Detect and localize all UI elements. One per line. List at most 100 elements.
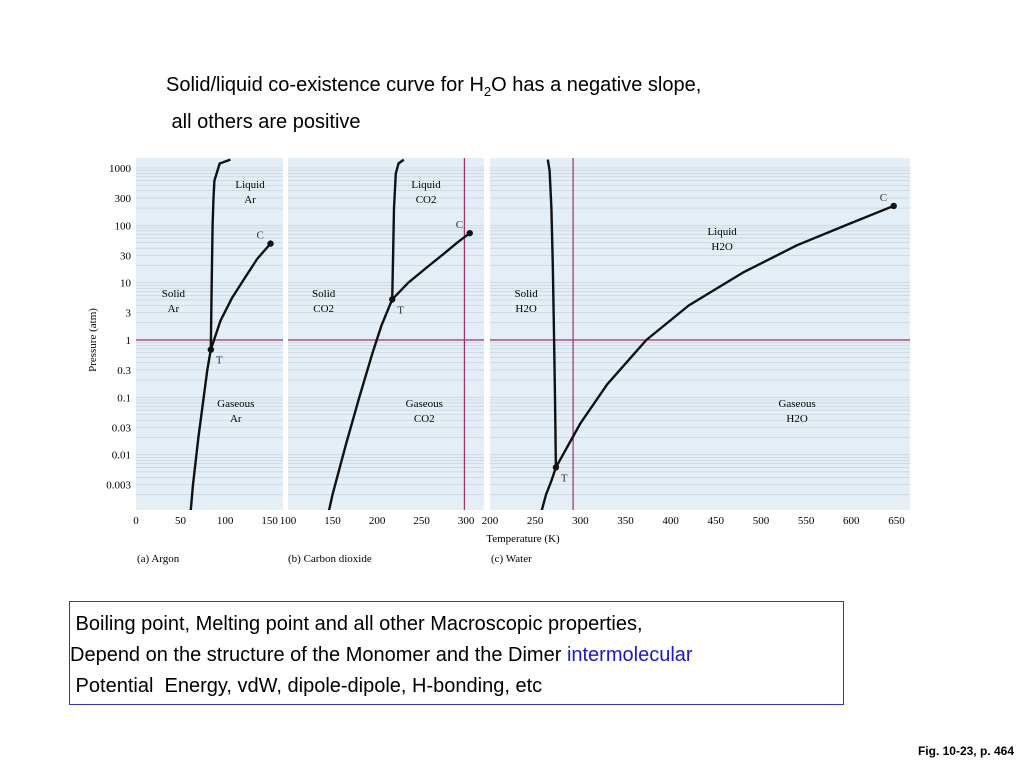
region-label-species: Ar bbox=[168, 303, 180, 315]
panel-grid bbox=[288, 167, 484, 495]
region-label-species: CO2 bbox=[414, 413, 435, 425]
x-tick-label: 100 bbox=[280, 515, 297, 527]
triple-point-label: T bbox=[216, 355, 223, 367]
x-tick-label: 450 bbox=[708, 515, 725, 527]
critical-point-marker bbox=[267, 240, 274, 247]
critical-point-marker bbox=[466, 229, 473, 237]
y-tick-label: 0.1 bbox=[117, 392, 131, 404]
region-label-species: Ar bbox=[244, 194, 256, 206]
x-tick-label: 300 bbox=[458, 515, 475, 527]
y-tick-label: 0.3 bbox=[117, 365, 131, 377]
x-tick-label: 200 bbox=[369, 515, 386, 527]
x-tick-label: 150 bbox=[324, 515, 341, 527]
region-label-species: H2O bbox=[786, 413, 807, 425]
info-line-2-text: Depend on the structure of the Monomer a… bbox=[70, 644, 567, 666]
region-label: Liquid bbox=[707, 226, 737, 238]
y-tick-label: 0.01 bbox=[112, 450, 131, 462]
x-tick-label: 100 bbox=[217, 515, 234, 527]
phase-boundary-1 bbox=[554, 204, 895, 468]
title-subscript: 2 bbox=[483, 84, 492, 99]
x-tick-label: 500 bbox=[753, 515, 770, 527]
caption-water: (c) Water bbox=[491, 553, 532, 565]
panel-2: T C Liquid H2O Solid H2O Gaseous H2O 200 250 300 35… bbox=[482, 158, 910, 527]
phase-boundary-1 bbox=[209, 242, 272, 350]
triple-point-label: T bbox=[397, 304, 404, 316]
info-line-3: Potential Energy, vdW, dipole-dipole, H-… bbox=[70, 675, 543, 697]
triple-point-marker bbox=[207, 346, 215, 353]
region-label-species: H2O bbox=[711, 241, 732, 253]
y-tick-label: 1 bbox=[126, 335, 132, 347]
region-label: Solid bbox=[162, 288, 186, 300]
panel-0: T C Liquid Ar Solid Ar Gaseous Ar 0 50 100 150 bbox=[133, 158, 283, 527]
critical-point-label: C bbox=[257, 230, 264, 242]
critical-point-marker bbox=[890, 202, 897, 210]
y-tick-label: 0.003 bbox=[106, 480, 131, 492]
triple-point-marker bbox=[389, 296, 396, 303]
triple-point-marker bbox=[552, 464, 560, 471]
panel-background bbox=[288, 158, 484, 510]
region-label: Gaseous bbox=[217, 398, 254, 410]
y-tick-label: 100 bbox=[115, 220, 132, 232]
phase-curves bbox=[540, 159, 895, 510]
triple-point-label: T bbox=[561, 472, 568, 484]
x-tick-label: 650 bbox=[888, 515, 905, 527]
phase-boundary-0 bbox=[540, 467, 558, 510]
x-tick-label: 400 bbox=[662, 515, 679, 527]
panel-1: T C Liquid CO2 Solid CO2 Gaseous CO2 100 150 200 25… bbox=[280, 158, 484, 527]
x-tick-label: 150 bbox=[261, 515, 278, 527]
x-tick-label: 350 bbox=[617, 515, 634, 527]
info-box: Boiling point, Melting point and all oth… bbox=[69, 601, 844, 705]
phase-boundary-0 bbox=[327, 298, 394, 510]
y-tick-label: 0.03 bbox=[112, 422, 132, 434]
phase-boundary-1 bbox=[391, 232, 471, 301]
y-tick-label: 10 bbox=[120, 278, 132, 290]
region-label: Liquid bbox=[235, 179, 265, 191]
region-label: Gaseous bbox=[406, 398, 443, 410]
x-tick-label: 300 bbox=[572, 515, 589, 527]
region-label-species: Ar bbox=[230, 413, 242, 425]
panel-background bbox=[136, 158, 283, 510]
region-label-species: CO2 bbox=[416, 194, 437, 206]
title-line1-pre: Solid/liquid co-existence curve for H bbox=[166, 74, 484, 96]
y-tick-label: 300 bbox=[115, 193, 132, 205]
region-label: Solid bbox=[312, 288, 336, 300]
phase-curves bbox=[327, 158, 471, 510]
region-label: Gaseous bbox=[778, 398, 815, 410]
x-tick-label: 550 bbox=[798, 515, 815, 527]
panel-background bbox=[490, 158, 910, 510]
x-tick-label: 200 bbox=[482, 515, 499, 527]
info-line-2: Depend on the structure of the Monomer a… bbox=[70, 640, 843, 671]
x-tick-label: 250 bbox=[527, 515, 544, 527]
figure-reference: Fig. 10-23, p. 464 bbox=[917, 744, 1014, 758]
phase-boundary-2 bbox=[391, 158, 405, 300]
x-tick-label: 250 bbox=[413, 515, 430, 527]
y-tick-label: 30 bbox=[120, 250, 132, 262]
region-label: Liquid bbox=[411, 179, 441, 191]
y-axis-ticks: 1000 300 100 30 10 3 1 0.3 0.1 0.03 0.01 0.003 bbox=[106, 163, 131, 492]
x-tick-label: 0 bbox=[133, 515, 139, 527]
x-tick-label: 600 bbox=[843, 515, 860, 527]
x-axis-label: Temperature (K) bbox=[486, 533, 560, 545]
y-tick-label: 3 bbox=[126, 308, 132, 320]
phase-boundary-2 bbox=[209, 158, 231, 350]
caption-carbon-dioxide: (b) Carbon dioxide bbox=[288, 553, 372, 565]
info-line-1: Boiling point, Melting point and all oth… bbox=[70, 613, 643, 635]
phase-boundary-0 bbox=[189, 349, 212, 510]
title-line1-post: O has a negative slope, bbox=[491, 74, 702, 96]
y-axis-label: Pressure (atm) bbox=[87, 308, 99, 372]
critical-point-label: C bbox=[880, 192, 887, 204]
region-label-species: CO2 bbox=[313, 303, 334, 315]
y-tick-label: 1000 bbox=[109, 163, 132, 175]
phase-curves bbox=[189, 158, 272, 510]
slide-title: Solid/liquid co-existence curve for H2O … bbox=[166, 70, 701, 137]
x-tick-label: 50 bbox=[175, 515, 187, 527]
info-highlight-word: intermolecular bbox=[566, 644, 693, 666]
phase-boundary-2 bbox=[546, 159, 558, 468]
region-label-species: H2O bbox=[515, 303, 536, 315]
region-label: Solid bbox=[515, 288, 539, 300]
caption-argon: (a) Argon bbox=[137, 553, 180, 565]
critical-point-label: C bbox=[456, 219, 463, 231]
title-line2: all others are positive bbox=[166, 111, 361, 133]
